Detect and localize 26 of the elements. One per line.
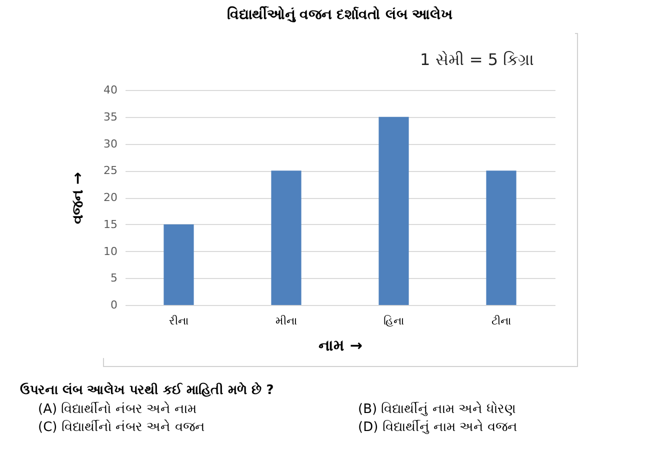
text: ઉપરના લંબ આલેખ પરથી કઈ માહિતી મળે છે ?	[20, 383, 275, 398]
text: (C) વિદ્યાર્થીનો નંબર અને વજન	[38, 420, 206, 435]
y-tick-label: 10	[104, 244, 118, 258]
bar	[486, 170, 516, 305]
y-tick-label: 0	[110, 298, 118, 312]
bar	[164, 224, 194, 305]
y-tick-label: 40	[104, 84, 118, 96]
bar	[378, 116, 409, 305]
x-tick-label: હિના	[383, 314, 404, 328]
x-axis-title: નામ →	[318, 336, 362, 354]
x-tick-label: ટીના	[491, 314, 512, 328]
y-tick-label: 30	[104, 137, 118, 150]
bar	[271, 170, 302, 305]
x-tick-label: મીના	[275, 314, 298, 328]
x-tick-label: રીના	[168, 314, 189, 328]
y-axis-title: વજન →	[68, 172, 87, 224]
y-tick-label: 25	[104, 164, 118, 178]
y-tick-label: 5	[110, 272, 118, 285]
text: (D) વિદ્યાર્થીનું નામ અને વજન	[358, 420, 519, 435]
text: (A) વિદ્યાર્થીનો નંબર અને નામ	[38, 402, 198, 417]
y-tick-label: 20	[104, 191, 118, 204]
y-tick-label: 15	[104, 218, 118, 231]
text: (B) વિદ્યાર્થીનું નામ અને ધોરણ	[358, 402, 517, 417]
y-tick-label: 35	[104, 110, 118, 124]
chart-title: વિદ્યાર્થીઓનું વજન દર્શાવતો લંબ આલેખ	[226, 5, 454, 23]
text: 1 સેમી = 5 કિગ્રા	[420, 50, 534, 69]
